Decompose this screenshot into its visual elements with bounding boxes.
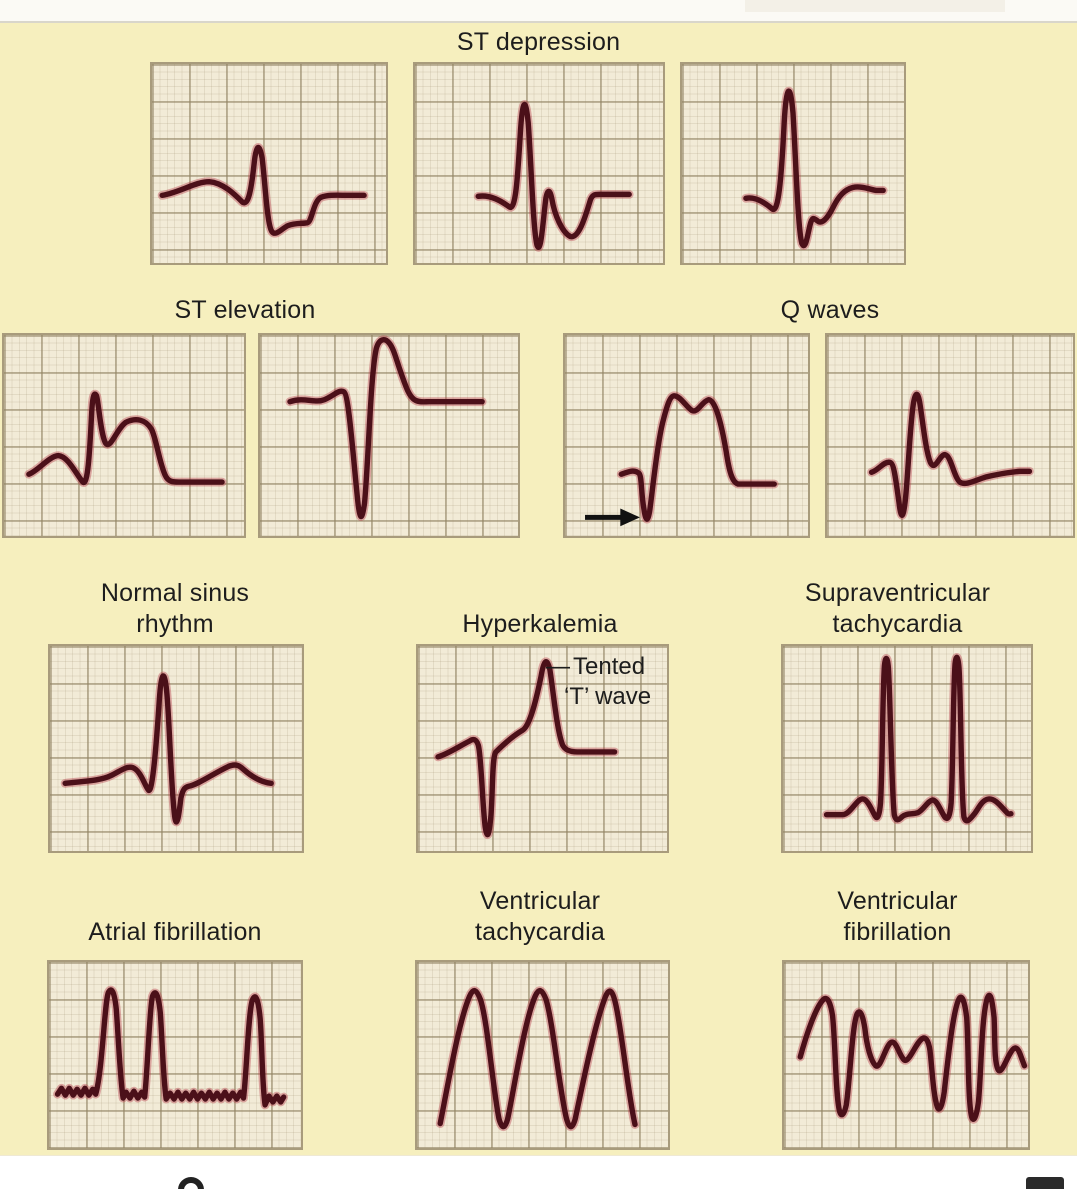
- ecg-trace: [437, 988, 638, 1130]
- label-line: Supraventricular: [804, 579, 991, 607]
- ecg-trace: [823, 654, 1014, 824]
- label-line: Ventricular: [837, 887, 958, 915]
- label-line: Atrial fibrillation: [88, 918, 262, 946]
- label-line: Ventricular: [479, 887, 601, 915]
- ecg-waveform-svg: [285, 335, 487, 521]
- panel-q-waves-2: [825, 333, 1075, 538]
- ecg-trace: [618, 393, 777, 522]
- row1-title: ST depression: [0, 24, 1077, 58]
- ecg-trace-glow: [822, 653, 1016, 826]
- supraventricular-tachycardia-label: Supraventricular tachycardia: [765, 576, 1030, 640]
- annotation-text-line2: ‘T’ wave: [564, 683, 652, 710]
- ecg-trace-glow: [24, 389, 227, 487]
- ecg-waveform-svg: [473, 100, 634, 252]
- annotation-connector-line: —: [546, 653, 570, 680]
- ecg-trace: [26, 391, 225, 485]
- q-wave-arrow-icon: [585, 508, 640, 527]
- ventricular-tachycardia-label: Ventricular tachycardia: [405, 884, 675, 948]
- ecg-trace-glow: [741, 86, 888, 250]
- panel-atrial-fibrillation: [47, 960, 303, 1150]
- panel-st-depression-3: [680, 62, 906, 265]
- label-line: Hyperkalemia: [462, 610, 618, 638]
- tented-t-wave-annotation: — Tented ‘T’ wave: [546, 652, 651, 712]
- panel-ventricular-fibrillation: [782, 960, 1030, 1150]
- ecg-waveform-svg: [867, 389, 1034, 520]
- ecg-trace-glow: [285, 335, 487, 521]
- ecg-trace: [159, 144, 367, 236]
- annotation-text-line1: Tented: [573, 653, 646, 680]
- ecg-waveform-svg: [157, 143, 369, 238]
- ecg-waveform-svg: [822, 653, 1016, 826]
- ecg-trace: [54, 987, 287, 1108]
- ecg-trace-glow: [867, 389, 1034, 520]
- ecg-trace: [287, 337, 485, 520]
- bottom-white-strip: [0, 1155, 1077, 1189]
- ecg-waveform-svg: [24, 389, 227, 487]
- ecg-waveform-svg: [53, 985, 289, 1110]
- label-line: fibrillation: [843, 918, 952, 946]
- ecg-waveform-svg: [585, 391, 779, 527]
- ecg-waveform-svg: [433, 657, 620, 839]
- top-faint-box: [745, 0, 1005, 12]
- cutoff-rect-icon: [1026, 1177, 1064, 1189]
- atrial-fibrillation-label: Atrial fibrillation: [40, 884, 310, 948]
- label-line: rhythm: [136, 610, 214, 638]
- ecg-trace: [868, 391, 1033, 518]
- panel-hyperkalemia: [416, 644, 669, 853]
- ecg-trace: [475, 101, 632, 251]
- ecg-waveform-svg: [60, 671, 276, 827]
- row2-title-left: ST elevation: [0, 294, 490, 326]
- panel-supraventricular-tachycardia: [781, 644, 1033, 853]
- hyperkalemia-label: Hyperkalemia: [405, 576, 675, 640]
- st-elevation-label: ST elevation: [174, 296, 316, 324]
- ecg-trace: [62, 673, 274, 825]
- label-line: tachycardia: [832, 610, 963, 638]
- ecg-trace: [743, 88, 886, 249]
- label-line: tachycardia: [474, 918, 606, 946]
- panel-st-elevation-2: [258, 333, 520, 538]
- st-depression-label: ST depression: [456, 28, 621, 56]
- panel-normal-sinus-rhythm: [48, 644, 304, 853]
- ecg-trace: [797, 992, 1028, 1123]
- ecg-waveform-svg: [795, 990, 1029, 1124]
- ecg-trace-glow: [435, 986, 640, 1132]
- label-line: Normal sinus: [100, 579, 250, 607]
- panel-q-waves-1: [563, 333, 810, 538]
- top-white-strip: [0, 0, 1077, 23]
- panel-ventricular-tachycardia: [415, 960, 670, 1150]
- panel-st-depression-2: [413, 62, 665, 265]
- ecg-waveform-svg: [435, 986, 640, 1132]
- ecg-trace-glow: [473, 100, 634, 252]
- cutoff-circle-icon: [178, 1177, 204, 1189]
- normal-sinus-rhythm-label: Normal sinus rhythm: [40, 576, 310, 640]
- panel-st-elevation-1: [2, 333, 246, 538]
- row2-title-right: Q waves: [640, 294, 1020, 326]
- ventricular-fibrillation-label: Ventricular fibrillation: [765, 884, 1030, 948]
- q-waves-label: Q waves: [780, 296, 880, 324]
- panel-st-depression-1: [150, 62, 388, 265]
- ecg-waveform-svg: [741, 86, 888, 250]
- ecg-trace: [435, 659, 618, 838]
